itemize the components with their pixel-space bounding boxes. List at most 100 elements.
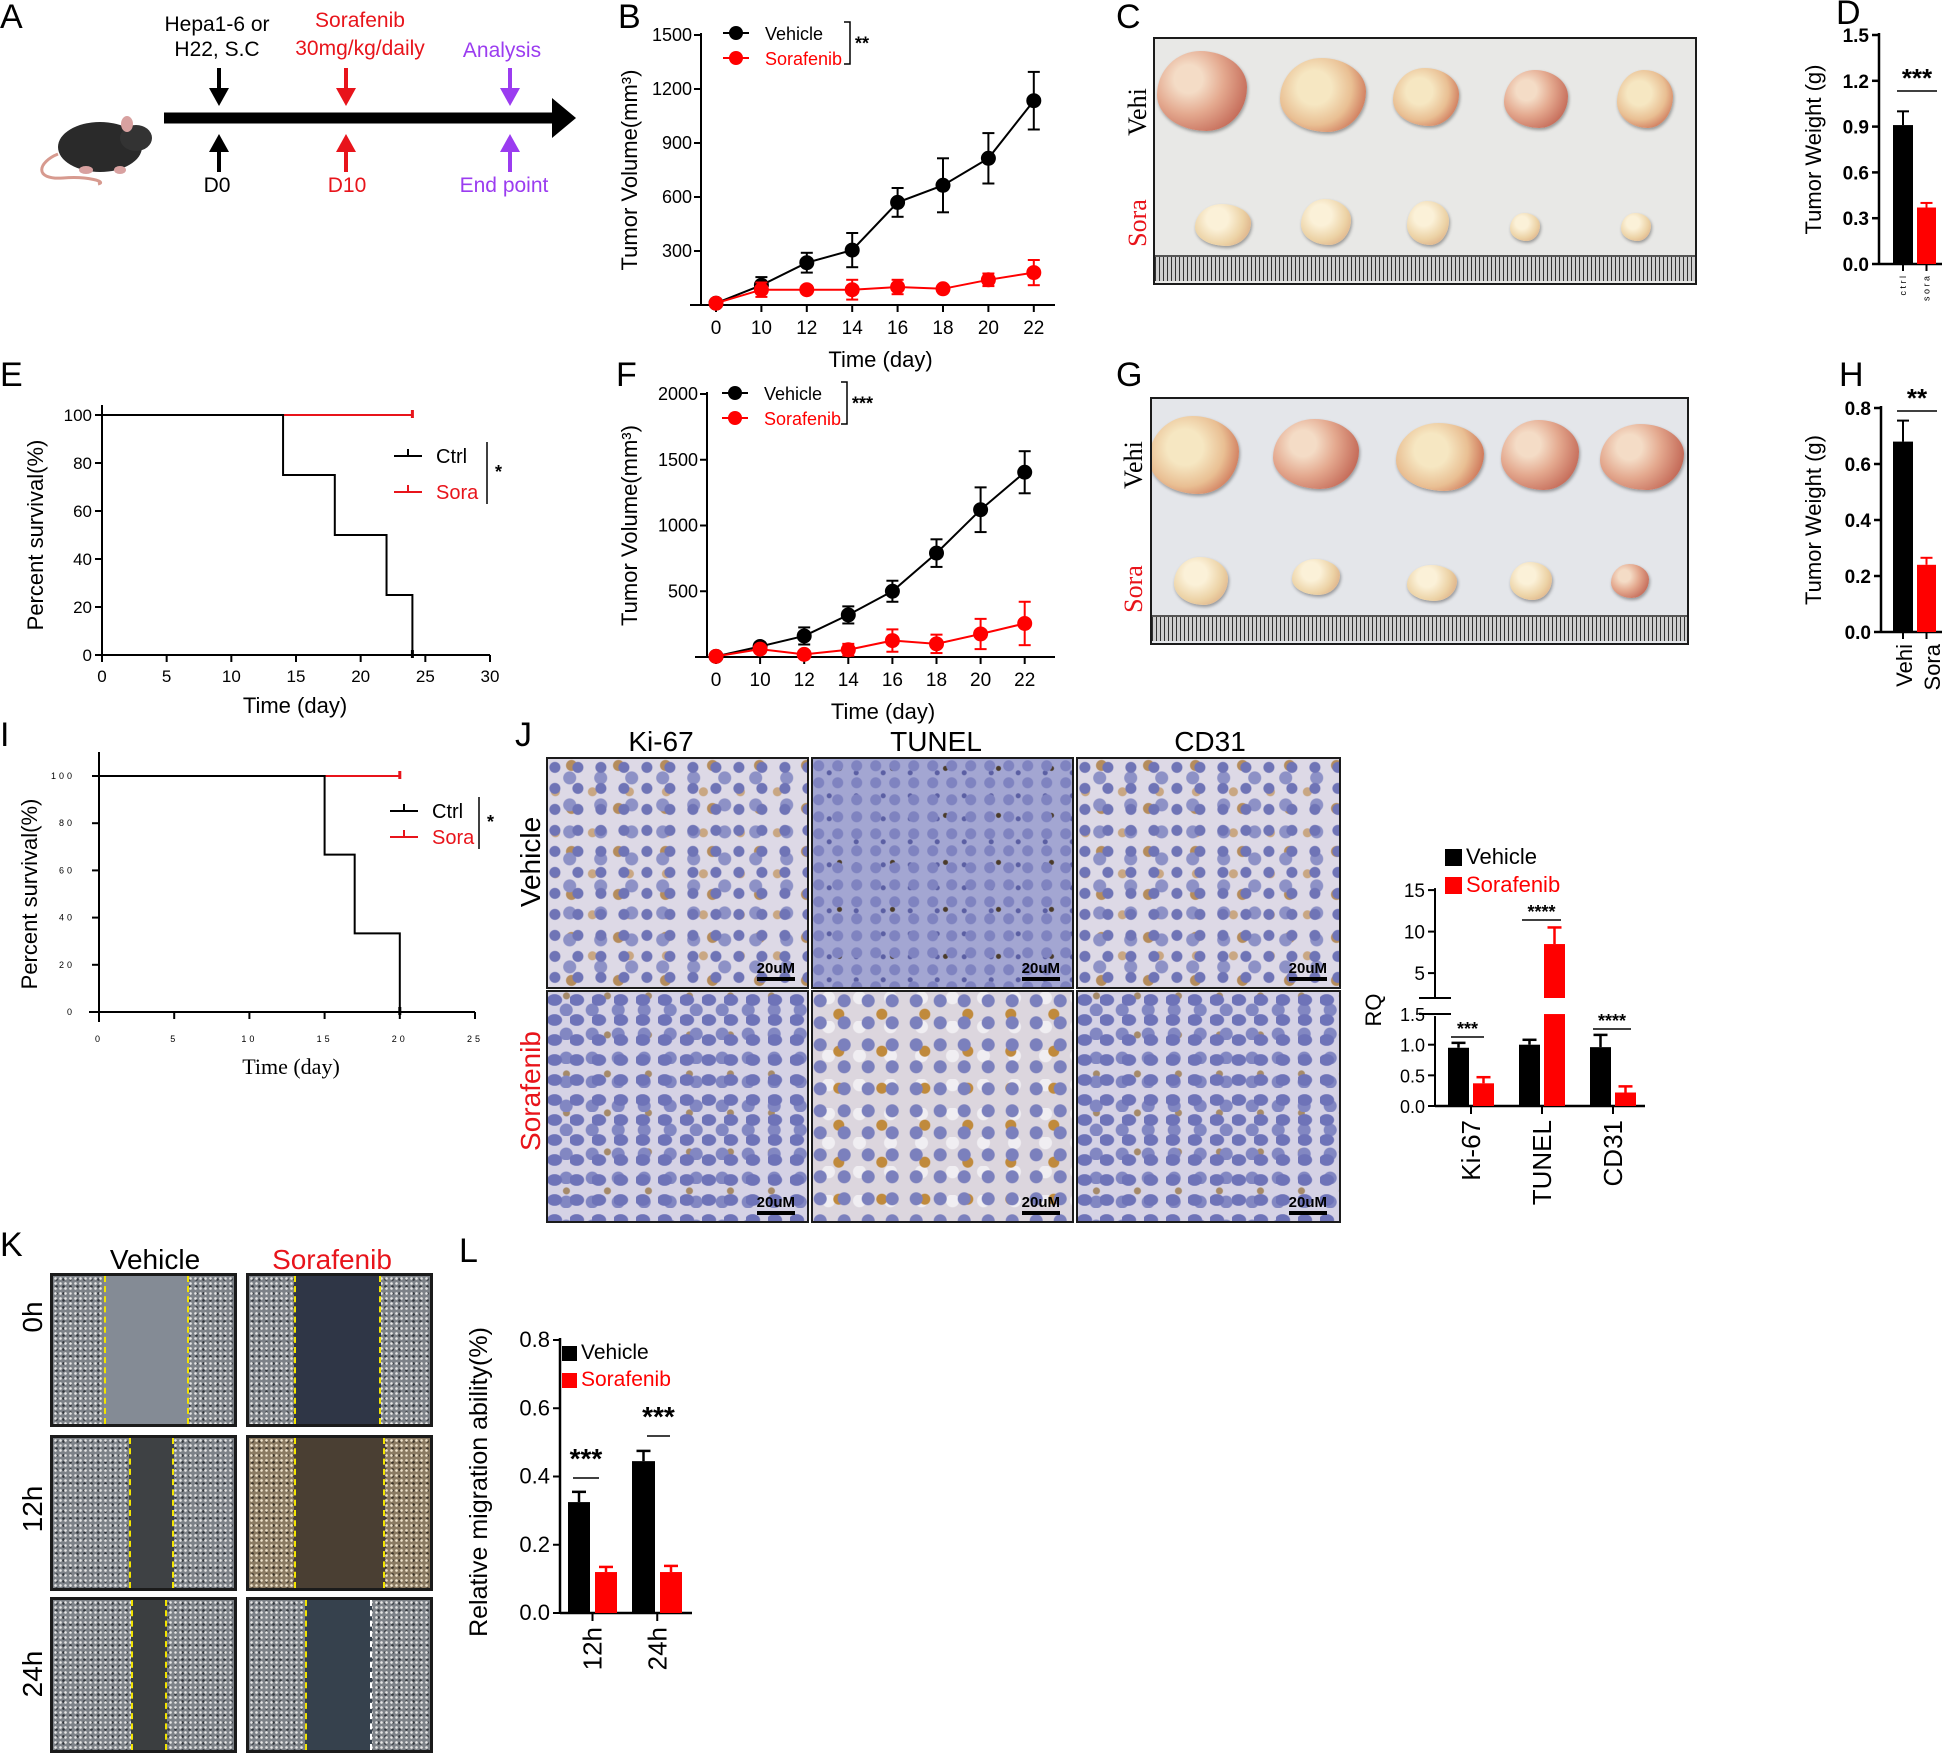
scratch-gap — [294, 1438, 385, 1588]
data-point-vehicle — [1017, 464, 1033, 480]
x-tick-label: 15 — [317, 1034, 333, 1044]
tumor-photo-c — [1153, 37, 1697, 285]
drug-label-line2: 30mg/kg/daily — [295, 37, 425, 60]
x-tick-label: 12 — [796, 318, 817, 339]
significance-stars: ** — [1907, 383, 1928, 413]
y-tick-label: 1.0 — [1400, 1036, 1425, 1056]
data-point-vehicle — [1026, 93, 1042, 109]
category-label: 24h — [642, 1627, 672, 1670]
x-tick-label: 0 — [711, 318, 722, 339]
y-tick-label: 100 — [64, 406, 92, 425]
legend-label-sora: Sora — [432, 827, 475, 849]
y-tick-label: 0 — [67, 1007, 75, 1017]
data-point-vehicle — [929, 545, 944, 561]
legend-marker-vehicle — [729, 26, 743, 40]
data-point-sorafenib — [1017, 615, 1033, 631]
bar-vehicle — [1590, 1047, 1611, 1106]
histology-ki67-sorafenib: 20uM — [546, 990, 809, 1223]
x-tick-label: 0 — [97, 667, 106, 686]
bar-sora — [1917, 564, 1936, 632]
x-tick-label: 5 — [170, 1034, 178, 1044]
legend-label-vehicle: Vehicle — [765, 24, 823, 44]
up-arrow-icon — [209, 134, 229, 152]
y-tick-label: 15 — [1404, 881, 1425, 902]
significance-stars: * — [495, 462, 502, 482]
x-tick-label: 16 — [882, 670, 903, 691]
data-point-sorafenib — [980, 272, 996, 288]
category-label: Ki-67 — [1456, 1120, 1486, 1181]
tumor-photo-g — [1150, 397, 1689, 645]
y-tick-label: 80 — [59, 818, 75, 828]
chart-panel-h: 0.0 0.2 0.4 0.6 0.8 Vehi Sora ** Tumor Weight (g… — [1801, 383, 1945, 690]
scratch-image-vehicle-0h — [50, 1273, 237, 1427]
x-tick-label: 12 — [794, 670, 815, 691]
chart-panel-i: 0 20 40 60 80 100 0 5 10 15 20 25 Sora Ctrl * Percent s… — [17, 752, 494, 1079]
y-tick-label: 0.6 — [1843, 163, 1869, 184]
y-tick-label: 0 — [83, 646, 92, 665]
tumor-image — [1152, 416, 1239, 494]
y-axis-title: Percent survival(%) — [23, 440, 48, 631]
panel-label-g: G — [1116, 356, 1143, 394]
panel-label-k: K — [0, 1226, 23, 1264]
tumor-image — [1292, 559, 1340, 595]
tumor-image — [1407, 565, 1457, 601]
y-tick-label: 0.8 — [519, 1327, 550, 1352]
y-tick-label: 1.2 — [1843, 72, 1869, 93]
day10-label: D10 — [327, 174, 367, 197]
x-tick-label: 25 — [416, 667, 435, 686]
scale-bar: 20uM — [756, 1195, 795, 1215]
x-tick-label: 14 — [838, 670, 860, 691]
y-tick-label: 0.6 — [1845, 455, 1871, 476]
chart-panel-j-rq: 5 10 15 0.0 0.5 1.0 1.5 Ki-67 *** TUNEL **** CD31 **… — [1361, 844, 1645, 1205]
data-point-sorafenib — [1026, 265, 1042, 281]
tumor-image — [1195, 204, 1251, 246]
column-label-sorafenib: Sorafenib — [272, 1244, 392, 1275]
panel-label-f: F — [616, 356, 637, 394]
legend-label-sorafenib: Sorafenib — [764, 409, 841, 429]
tumor-image — [1393, 68, 1459, 126]
category-label: CD31 — [1598, 1120, 1628, 1186]
y-tick-label: 0.4 — [1845, 511, 1872, 532]
legend-marker-vehicle — [728, 386, 742, 400]
tumor-image — [1621, 213, 1651, 241]
x-tick-label: 0 — [95, 1034, 103, 1044]
histology-cd31-sorafenib: 20uM — [1076, 990, 1341, 1223]
tumor-image — [1280, 58, 1366, 132]
legend-label-sorafenib: Sorafenib — [765, 49, 842, 69]
series-line-sorafenib — [715, 271, 1034, 305]
y-tick-label: 80 — [73, 454, 92, 473]
y-axis-title: Tumor Weight (g) — [1801, 435, 1826, 605]
bar-ctrl — [1893, 125, 1913, 264]
x-tick-label: 25 — [467, 1034, 483, 1044]
x-axis-title: Time (day) — [828, 347, 932, 372]
y-tick-label: 600 — [662, 187, 692, 207]
x-tick-label: 0 — [711, 670, 722, 691]
day0-label: D0 — [203, 174, 231, 197]
legend-label-ctrl: Ctrl — [436, 446, 467, 468]
legend-swatch-sorafenib — [562, 1373, 577, 1388]
data-point-sorafenib — [799, 282, 815, 298]
y-tick-label: 0.2 — [1845, 567, 1871, 588]
y-axis-title: Relative migration ability(%) — [465, 1327, 493, 1637]
significance-stars: **** — [1527, 902, 1555, 922]
timeline-schematic — [164, 68, 576, 172]
y-axis-title: RQ — [1361, 994, 1386, 1027]
y-tick-label: 1500 — [652, 25, 692, 45]
bar-sorafenib — [595, 1572, 617, 1613]
mouse-tail — [40, 152, 102, 186]
significance-stars: *** — [642, 1401, 675, 1432]
data-point-sorafenib — [844, 282, 860, 298]
y-tick-label: 0.6 — [519, 1395, 550, 1420]
x-tick-label: 18 — [926, 670, 947, 691]
chart-panel-b: 300 600 900 1200 1500 0 10 12 14 16 18 20 22 Vehicle S… — [617, 21, 1055, 372]
tumor-image — [1174, 557, 1228, 605]
scratch-image-sorafenib-12h — [246, 1435, 433, 1591]
bar-sorafenib — [660, 1572, 682, 1613]
category-label: TUNEL — [1527, 1120, 1557, 1205]
endpoint-label: End point — [459, 174, 549, 197]
bar-sorafenib — [1473, 1083, 1494, 1106]
y-tick-label: 1.5 — [1843, 26, 1870, 47]
y-tick-label: 60 — [59, 865, 75, 875]
ruler — [1152, 615, 1687, 641]
y-tick-label: 1000 — [658, 516, 698, 536]
